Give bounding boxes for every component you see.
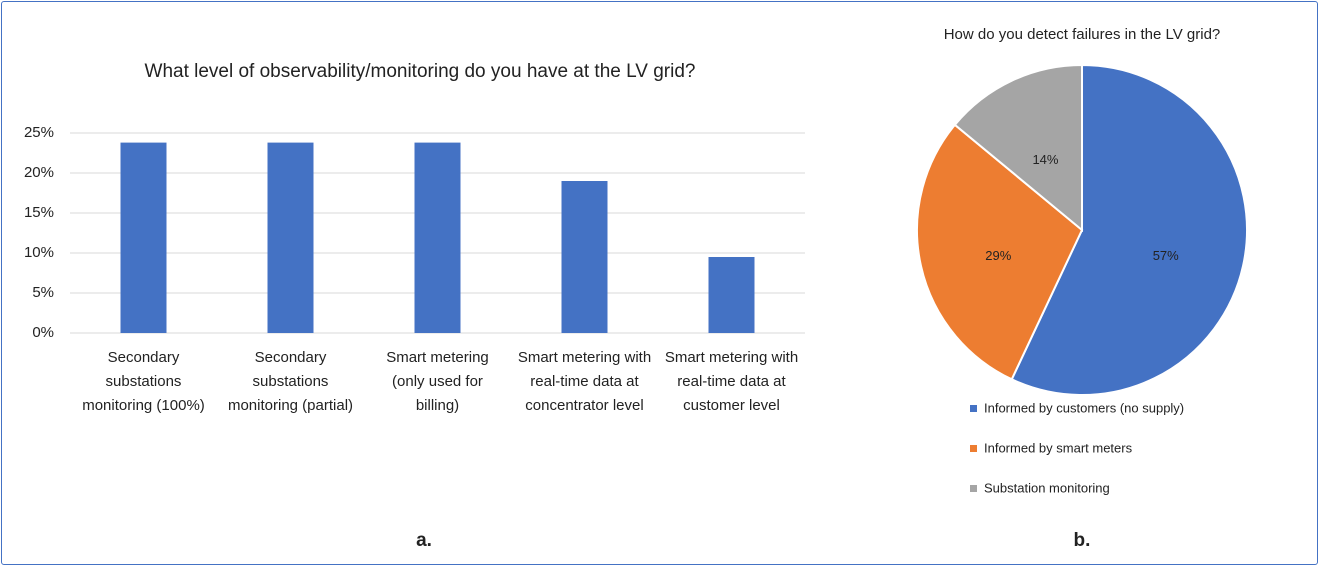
y-tick-label: 15% (24, 204, 54, 221)
pie-slice (953, 63, 1083, 233)
x-tick-label: Smart metering with real-time data at co… (517, 349, 652, 414)
y-tick-label: 25% (24, 124, 54, 141)
y-tick-label: 10% (24, 244, 54, 261)
data-label: 57% (1153, 248, 1179, 263)
legend-label: Substation monitoring (984, 480, 1110, 495)
y-tick-label: 20% (24, 164, 54, 181)
y-tick-label: 5% (32, 284, 54, 301)
pie-slice (1010, 63, 1248, 396)
y-tick-label: 0% (32, 324, 54, 341)
x-tick-label: Smart metering with real-time data at cu… (664, 349, 799, 414)
x-tick-label: Secondary substations monitoring (100%) (82, 349, 205, 414)
legend-swatch (970, 445, 977, 452)
chart-title: How do you detect failures in the LV gri… (944, 26, 1221, 43)
bar (414, 142, 461, 333)
legend-label: Informed by customers (no supply) (984, 400, 1184, 415)
x-tick-label: Smart metering (only used for billing) (386, 349, 489, 414)
data-label: 14% (1032, 152, 1058, 167)
data-label: 29% (985, 248, 1011, 263)
x-tick-label: Secondary substations monitoring (partia… (227, 349, 354, 414)
bar (708, 257, 755, 333)
caption: a. (416, 530, 432, 551)
legend-swatch (970, 485, 977, 492)
legend-swatch (970, 405, 977, 412)
pie-slice (916, 123, 1084, 381)
caption: b. (1074, 530, 1091, 551)
bar (120, 142, 167, 333)
chart-title: What level of observability/monitoring d… (144, 61, 696, 82)
legend-label: Informed by smart meters (984, 440, 1133, 455)
bar (561, 181, 608, 333)
bar (267, 142, 314, 333)
